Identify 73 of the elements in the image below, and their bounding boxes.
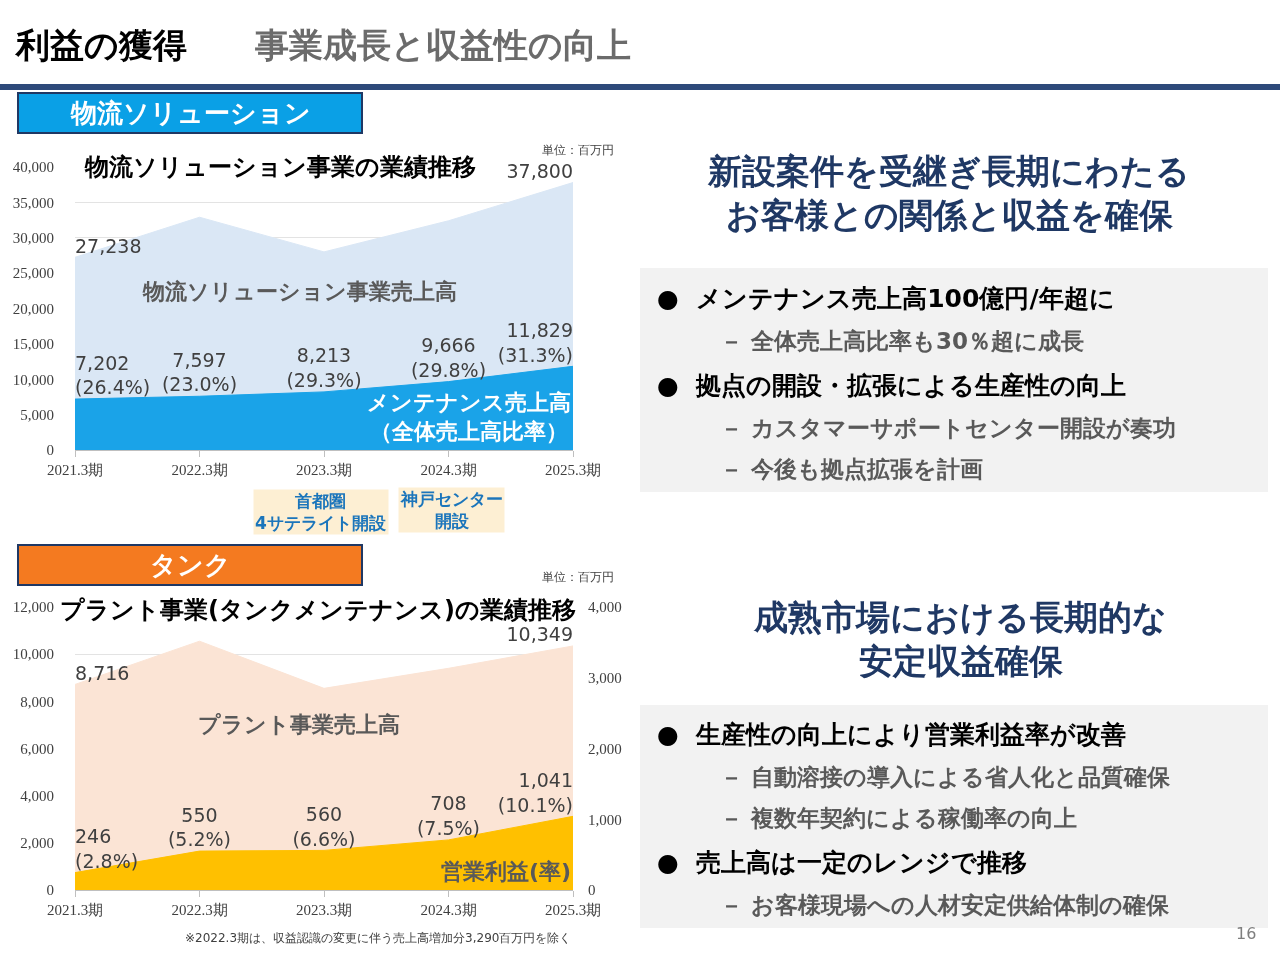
x-tick-label: 2022.3期: [171, 902, 228, 918]
y-tick-label: 6,000: [20, 740, 54, 757]
y-tick-label: 10,000: [12, 371, 54, 388]
text: タンク: [149, 550, 231, 580]
text: － カスタマーサポートセンター開設が奏功: [720, 415, 1177, 441]
data-label: 37,800: [506, 159, 573, 182]
x-tick-label: 2024.3期: [420, 902, 477, 918]
text: ● 生産性の向上により営業利益率が改善: [657, 720, 1127, 749]
data-label: 1,041 (10.1%): [497, 768, 573, 816]
data-label: 11,829 (31.3%): [497, 318, 573, 366]
text: 新設案件を受継ぎ長期にわたるお客様との関係と収益を確保: [707, 151, 1190, 236]
y2-tick-label: 4,000: [588, 599, 622, 616]
y-tick-label: 25,000: [12, 265, 54, 282]
y2-tick-label: 3,000: [588, 670, 622, 686]
text: ● 拠点の開設・拡張による生産性の向上: [657, 371, 1127, 400]
text: 物流ソリューション: [69, 98, 311, 128]
series-label: プラント事業売上高: [198, 712, 400, 737]
x-tick-label: 2025.3期: [544, 462, 602, 478]
text: 成熟市場における長期的な安定収益確保: [753, 597, 1167, 682]
text: 単位：百万円: [542, 143, 614, 157]
y2-tick-label: 2,000: [588, 740, 622, 757]
text: ● メンテナンス売上高100億円/年超に: [657, 284, 1115, 313]
series-label: メンテナンス売上高（全体売上高比率）: [367, 390, 571, 444]
data-label: 7,597 (23.0%): [161, 348, 238, 396]
x-tick-label: 2022.3期: [171, 462, 228, 478]
x-tick-label: 2021.3期: [46, 902, 104, 918]
x-tick-label: 2023.3期: [295, 902, 353, 918]
y-tick-label: 30,000: [12, 230, 54, 246]
y-tick-label: 2,000: [20, 835, 54, 852]
chart-title: プラント事業(タンクメンテナンス)の業績推移: [60, 596, 576, 624]
text: 神戸センター開設: [400, 489, 503, 532]
series-label: 営業利益(率): [441, 859, 572, 884]
text: － 今後も拠点拡張を計画: [720, 456, 984, 482]
x-tick-label: 2024.3期: [420, 462, 477, 478]
y-tick-label: 12,000: [12, 599, 54, 616]
text: 単位：百万円: [542, 570, 614, 584]
data-label: 10,349: [506, 623, 573, 646]
data-label: 708 (7.5%): [416, 792, 481, 840]
text: － 自動溶接の導入による省人化と品質確保: [720, 764, 1172, 790]
data-label: 246 (2.8%): [75, 825, 139, 872]
data-label: 7,202 (26.4%): [75, 351, 151, 399]
text: － 複数年契約による稼働率の向上: [720, 805, 1078, 831]
text: 首都圏4サテライト開設: [255, 491, 387, 534]
text: 16: [1236, 924, 1257, 943]
y-tick-label: 5,000: [20, 406, 54, 423]
data-label: 27,238: [75, 234, 142, 257]
y-tick-label: 35,000: [12, 194, 54, 211]
data-label: 550 (5.2%): [167, 803, 232, 851]
series-label: 物流ソリューション事業売上高: [142, 279, 457, 304]
data-label: 8,716: [75, 661, 130, 684]
text: － 全体売上高比率も30％超に成長: [720, 328, 1085, 354]
y2-tick-label: 0: [588, 882, 596, 899]
y-tick-label: 0: [46, 882, 54, 899]
y-tick-label: 4,000: [20, 787, 54, 804]
text: ※2022.3期は、収益認識の変更に伴う売上高増加分3,290百万円を除く: [185, 931, 572, 945]
y-tick-label: 15,000: [12, 336, 54, 353]
y-tick-label: 10,000: [12, 646, 54, 663]
text: 利益の獲得: [14, 25, 187, 65]
y-tick-label: 0: [46, 442, 54, 459]
data-label: 8,213 (29.3%): [286, 344, 362, 392]
y2-tick-label: 1,000: [588, 811, 622, 828]
chart-title: 物流ソリューション事業の業績推移: [84, 153, 476, 181]
x-tick-label: 2023.3期: [295, 462, 353, 478]
text: ● 売上高は一定のレンジで推移: [657, 848, 1028, 877]
x-tick-label: 2025.3期: [544, 902, 602, 918]
y-tick-label: 40,000: [12, 159, 54, 176]
text: － お客様現場への人材安定供給体制の確保: [720, 892, 1171, 918]
data-label: 9,666 (29.8%): [410, 334, 487, 381]
text: 事業成長と収益性の向上: [254, 25, 631, 65]
y-tick-label: 8,000: [20, 693, 54, 710]
x-tick-label: 2021.3期: [46, 462, 104, 478]
y-tick-label: 20,000: [12, 300, 54, 317]
data-label: 560 (6.6%): [292, 802, 356, 850]
